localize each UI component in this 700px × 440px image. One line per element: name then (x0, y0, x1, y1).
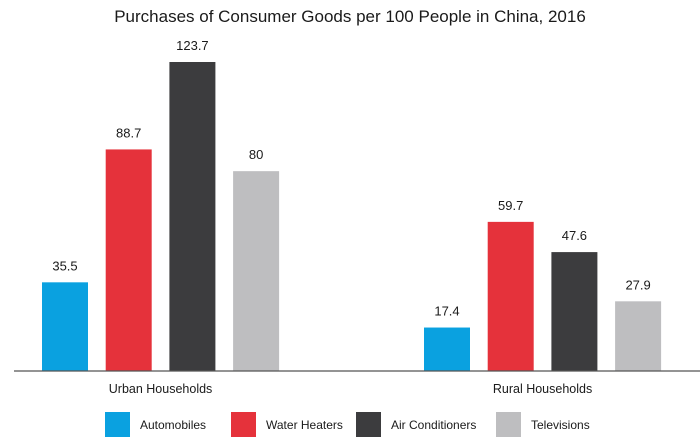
legend-label: Automobiles (140, 418, 206, 432)
legend-swatch-automobiles (105, 412, 130, 437)
value-labels-group: 35.5 88.7 123.7 80 17.4 59.7 47.6 27.9 (52, 38, 650, 319)
value-label: 123.7 (176, 38, 209, 53)
category-label: Rural Households (493, 382, 592, 396)
legend-swatch-televisions (496, 412, 521, 437)
bar-automobiles-urban (42, 282, 88, 371)
value-label: 88.7 (116, 125, 141, 140)
legend: Automobiles Water Heaters Air Conditioners… (105, 412, 590, 437)
bar-televisions-rural (615, 301, 662, 371)
chart-title: Purchases of Consumer Goods per 100 Peop… (114, 7, 586, 26)
legend-swatch-air-conditioners (356, 412, 381, 437)
bar-automobiles-rural (424, 327, 470, 371)
value-label: 59.7 (498, 198, 523, 213)
value-label: 80 (249, 147, 263, 162)
category-label: Urban Households (109, 382, 213, 396)
value-label: 27.9 (625, 277, 650, 292)
bar-water-heaters-urban (105, 149, 152, 371)
value-label: 47.6 (562, 228, 587, 243)
bar-air-conditioners-rural (551, 252, 598, 371)
legend-label: Water Heaters (266, 418, 343, 432)
category-labels-group: Urban Households Rural Households (109, 382, 592, 396)
value-label: 35.5 (52, 258, 77, 273)
bar-water-heaters-rural (487, 221, 534, 371)
value-label: 17.4 (434, 304, 459, 319)
legend-label: Air Conditioners (391, 418, 476, 432)
bars-group (42, 62, 662, 371)
bar-air-conditioners-urban (169, 62, 216, 371)
legend-swatch-water-heaters (231, 412, 256, 437)
legend-label: Televisions (531, 418, 590, 432)
bar-televisions-urban (233, 171, 280, 371)
